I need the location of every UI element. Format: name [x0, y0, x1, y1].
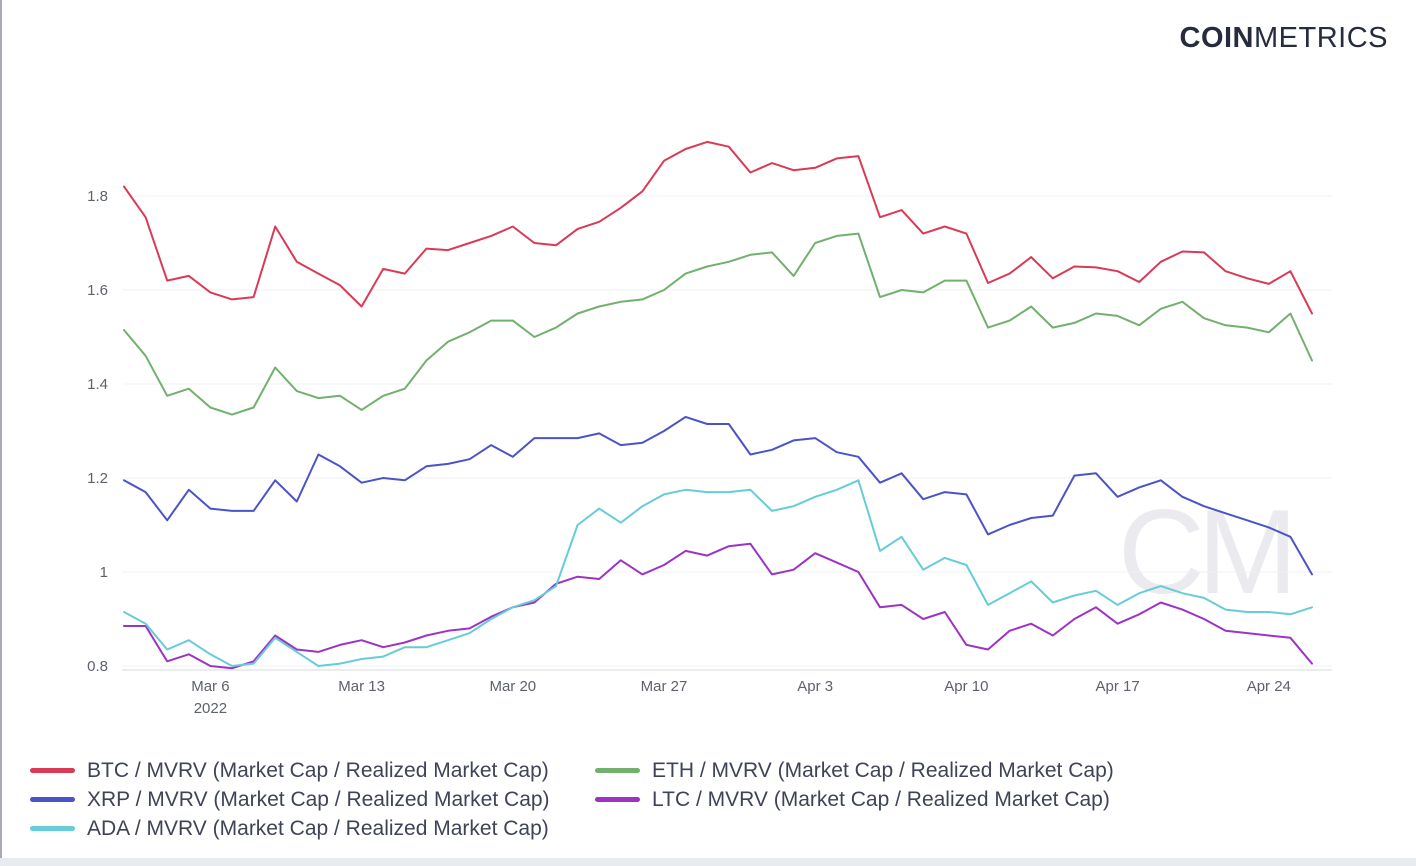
- series-line-btc[interactable]: [123, 140, 1313, 315]
- y-axis-tick-label: 1: [100, 564, 108, 581]
- legend-item-ltc[interactable]: LTC / MVRV (Market Cap / Realized Market…: [595, 788, 1114, 812]
- x-axis-tick-label: Apr 10: [944, 678, 988, 695]
- x-axis-tick-label: Mar 20: [489, 678, 536, 695]
- legend-swatch-ada: [30, 826, 75, 831]
- series-line-ltc[interactable]: [123, 542, 1313, 670]
- chart-legend: BTC / MVRV (Market Cap / Realized Market…: [30, 756, 1114, 843]
- logo-text-light: METRICS: [1254, 22, 1388, 54]
- cm-watermark: CM: [1118, 485, 1298, 619]
- page-bottom-bar: [0, 858, 1416, 866]
- y-axis-tick-label: 1.4: [87, 376, 108, 393]
- legend-label-eth: ETH / MVRV (Market Cap / Realized Market…: [652, 758, 1114, 782]
- series-line-ada[interactable]: [123, 479, 1313, 667]
- page-left-border: [0, 0, 2, 866]
- legend-swatch-eth: [595, 768, 640, 773]
- legend-item-xrp[interactable]: XRP / MVRV (Market Cap / Realized Market…: [30, 788, 595, 812]
- series-line-xrp[interactable]: [123, 415, 1313, 576]
- legend-item-eth[interactable]: ETH / MVRV (Market Cap / Realized Market…: [595, 759, 1114, 783]
- legend-swatch-xrp: [30, 797, 75, 802]
- legend-label-xrp: XRP / MVRV (Market Cap / Realized Market…: [87, 787, 550, 811]
- logo-text-bold: COIN: [1179, 22, 1254, 54]
- legend-item-btc[interactable]: BTC / MVRV (Market Cap / Realized Market…: [30, 759, 595, 783]
- x-axis-tick-label: Mar 27: [641, 678, 688, 695]
- y-axis-tick-label: 0.8: [87, 658, 108, 675]
- legend-swatch-btc: [30, 768, 75, 773]
- legend-item-ada[interactable]: ADA / MVRV (Market Cap / Realized Market…: [30, 817, 595, 841]
- x-axis-tick-label: Apr 17: [1095, 678, 1139, 695]
- x-axis-year-label: 2022: [194, 700, 227, 717]
- x-axis-tick-label: Apr 24: [1247, 678, 1291, 695]
- legend-label-ltc: LTC / MVRV (Market Cap / Realized Market…: [652, 787, 1110, 811]
- y-axis-tick-label: 1.2: [87, 470, 108, 487]
- x-axis-tick-label: Mar 6: [191, 678, 229, 695]
- legend-swatch-ltc: [595, 797, 640, 802]
- x-axis-tick-label: Mar 13: [338, 678, 385, 695]
- y-axis-tick-label: 1.8: [87, 188, 108, 205]
- legend-label-ada: ADA / MVRV (Market Cap / Realized Market…: [87, 816, 549, 840]
- series-line-eth[interactable]: [123, 232, 1313, 416]
- x-axis-tick-label: Apr 3: [797, 678, 833, 695]
- coinmetrics-logo: COINMETRICS: [1180, 22, 1389, 55]
- y-axis-tick-label: 1.6: [87, 282, 108, 299]
- legend-label-btc: BTC / MVRV (Market Cap / Realized Market…: [87, 758, 549, 782]
